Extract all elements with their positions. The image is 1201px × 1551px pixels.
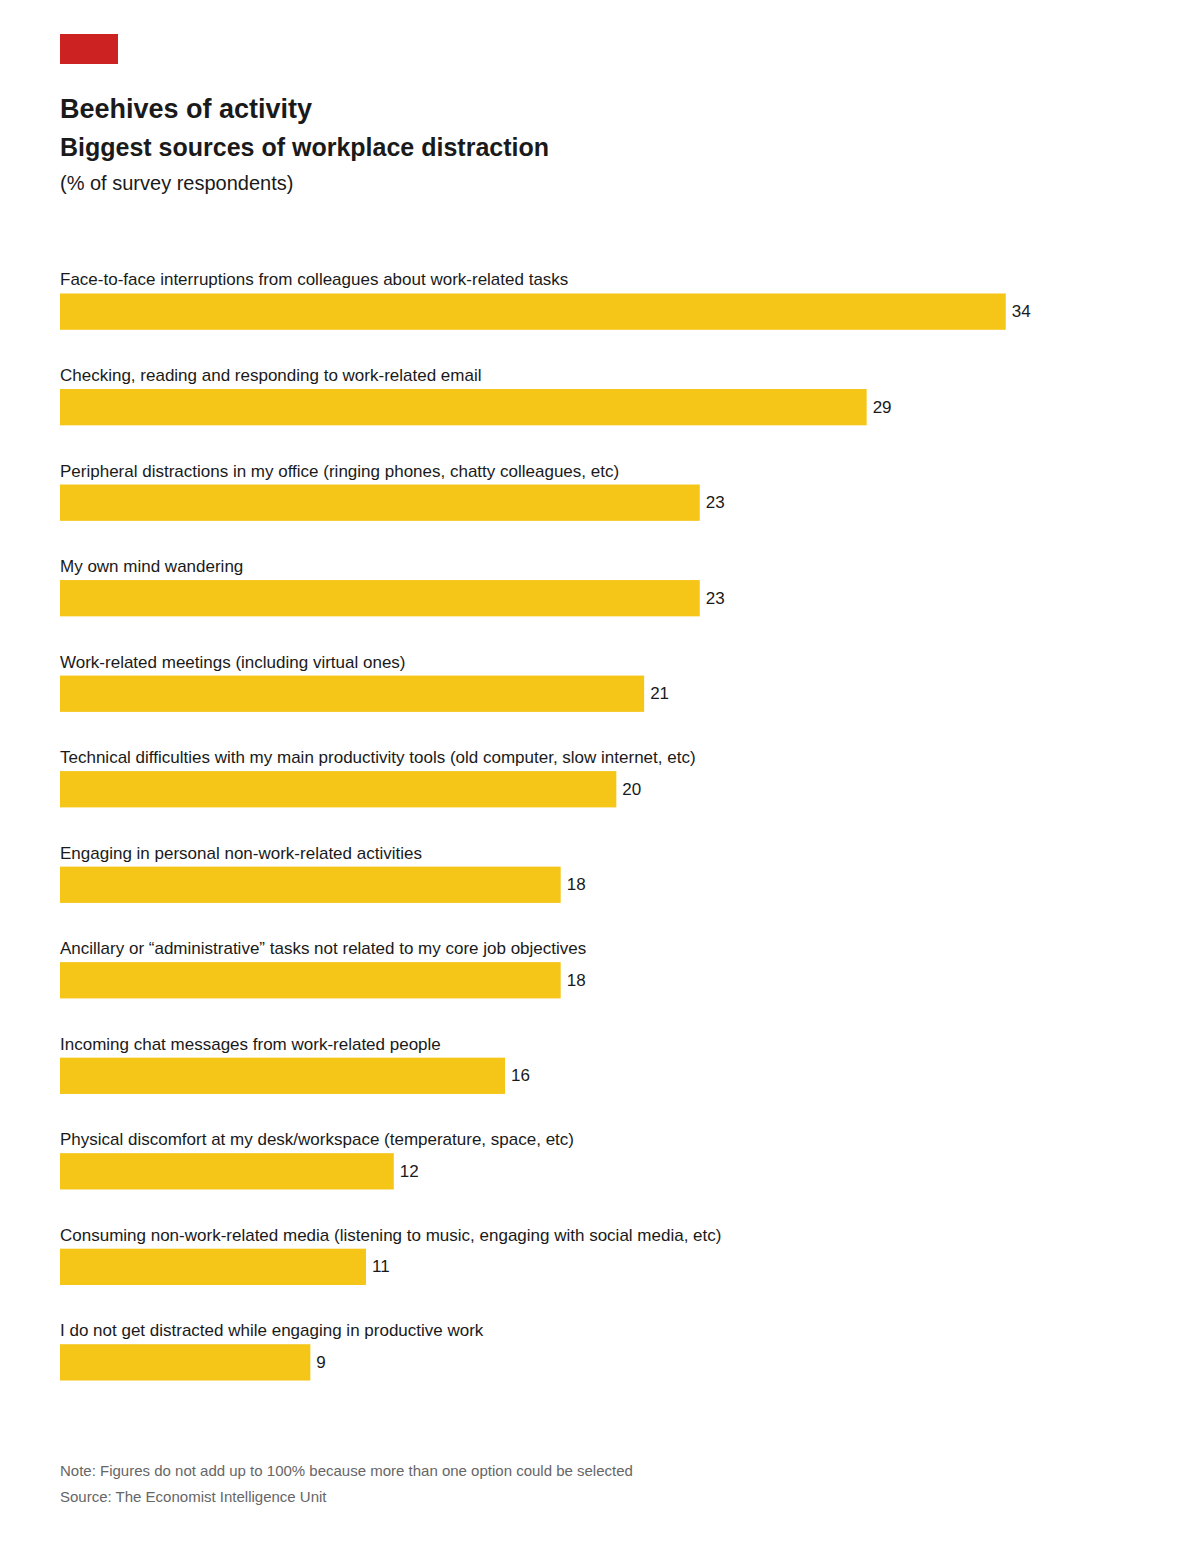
category-label: Face-to-face interruptions from colleagu… [60,270,568,289]
subtitle: Biggest sources of workplace distraction [60,133,549,161]
chart-svg: Beehives of activity Biggest sources of w… [0,0,1201,1551]
category-label: Peripheral distractions in my office (ri… [60,462,619,481]
background [0,0,1201,1551]
title: Beehives of activity [60,94,312,124]
labels: 34 Face-to-face interruptions from collea… [60,270,1031,1371]
category-label: Work-related meetings (including virtual… [60,653,406,672]
category-label: Checking, reading and responding to work… [60,366,481,385]
bar [60,1153,394,1189]
category-label: Consuming non-work-related media (listen… [60,1226,721,1245]
data-label: 18 [567,971,586,990]
data-label: 16 [511,1066,530,1085]
data-label: 9 [316,1353,325,1372]
bar [60,771,616,807]
category-label: Technical difficulties with my main prod… [60,748,696,767]
source: Source: The Economist Intelligence Unit [60,1488,327,1505]
bar [60,676,644,712]
data-label: 23 [706,589,725,608]
bars [60,293,1006,1380]
bar [60,389,867,425]
bar [60,1249,366,1285]
category-label: My own mind wandering [60,557,243,576]
bar [60,962,561,998]
category-label: Engaging in personal non-work-related ac… [60,844,422,863]
accent-square [60,34,118,64]
bar [60,485,700,521]
data-label: 23 [706,493,725,512]
bar [60,293,1006,329]
data-label: 11 [372,1257,390,1276]
unit-note: (% of survey respondents) [60,172,293,194]
bar [60,1058,505,1094]
bar [60,1344,310,1380]
category-label: Ancillary or “administrative” tasks not … [60,939,586,958]
data-label: 18 [567,875,586,894]
data-label: 20 [622,780,641,799]
category-label: Incoming chat messages from work-related… [60,1035,441,1054]
data-label: 34 [1012,302,1031,321]
data-label: 21 [650,684,669,703]
category-label: I do not get distracted while engaging i… [60,1321,484,1340]
note: Note: Figures do not add up to 100% beca… [60,1462,633,1479]
bar [60,867,561,903]
category-label: Physical discomfort at my desk/workspace… [60,1130,574,1149]
data-label: 12 [400,1162,419,1181]
data-label: 29 [873,398,892,417]
bar [60,580,700,616]
chart-container: Beehives of activity Biggest sources of w… [0,0,1201,1551]
